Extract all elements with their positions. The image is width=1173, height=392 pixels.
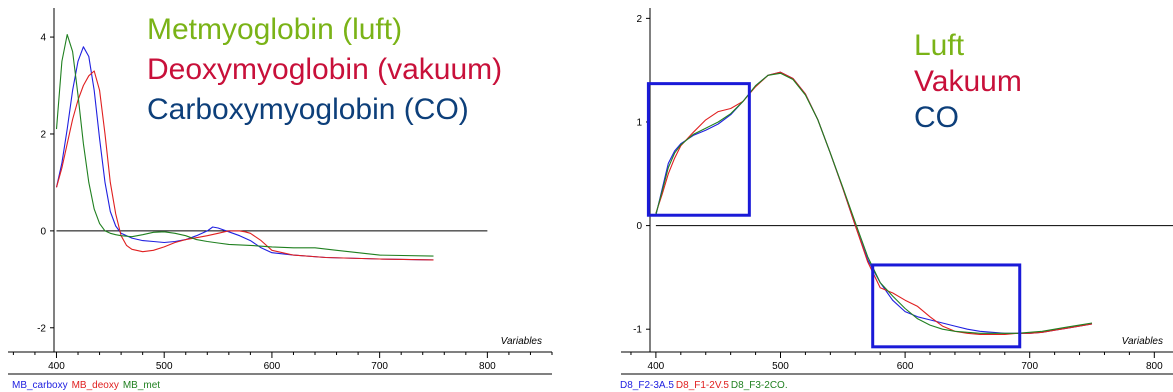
annotation-label: Metmyoglobin (luft) (147, 13, 402, 46)
x-tick-label: 700 (371, 361, 388, 372)
x-tick-label: 600 (897, 361, 914, 372)
series-line (55, 46, 434, 261)
y-tick-label: -1 (633, 325, 642, 336)
legend-entry: MB_met (123, 380, 160, 391)
x-tick-label: 500 (156, 361, 173, 372)
series-legend: MB_carboxy MB_deoxy MB_met (12, 380, 160, 391)
series-line (655, 72, 1093, 334)
x-tick-label: 800 (1146, 361, 1163, 372)
highlight-box (871, 263, 1022, 349)
y-tick-label: -2 (37, 323, 46, 334)
y-tick-label: 2 (40, 129, 46, 140)
y-tick-label: 1 (636, 117, 642, 128)
series-line (55, 34, 434, 257)
y-tick-label: 0 (40, 226, 46, 237)
x-axis-label: Variables (1122, 336, 1163, 347)
x-tick-label: 700 (1021, 361, 1038, 372)
x-tick-label: 600 (264, 361, 281, 372)
legend-entry: D8_F3-2CO. (731, 380, 788, 391)
y-tick-label: 4 (40, 33, 46, 44)
x-tick-label: 400 (648, 361, 665, 372)
annotation-label: Carboxymyoglobin (CO) (147, 93, 469, 126)
annotation-label: CO (914, 101, 959, 134)
y-tick-label: 0 (636, 221, 642, 232)
legend-entry: D8_F1-2V.5 (676, 380, 729, 391)
chart-spectra-myoglobin: 4 2 0 -2 400 500 600 700 800 Variables Metmyoglobi… (8, 8, 553, 391)
annotation-label: Vakuum (914, 65, 1022, 98)
x-tick-label: 800 (479, 361, 496, 372)
annotation-label: Deoxymyoglobin (vakuum) (147, 53, 502, 86)
annotation-label: Luft (914, 29, 965, 62)
legend-entry: D8_F2-3A.5 (620, 380, 674, 391)
legend-entry: MB_deoxy (72, 380, 119, 391)
series-line (55, 70, 434, 261)
y-tick-label: 2 (636, 14, 642, 25)
x-axis-label: Variables (501, 336, 542, 347)
x-tick-label: 500 (772, 361, 789, 372)
series-legend: D8_F2-3A.5 D8_F1-2V.5 D8_F3-2CO. (620, 380, 788, 391)
legend-entry: MB_carboxy (12, 380, 68, 391)
x-tick-label: 400 (48, 361, 65, 372)
chart-spectra-samples: 2 1 0 -1 400 500 600 700 800 Variables LuftVakuumC… (620, 8, 1173, 391)
highlight-box (646, 82, 751, 217)
